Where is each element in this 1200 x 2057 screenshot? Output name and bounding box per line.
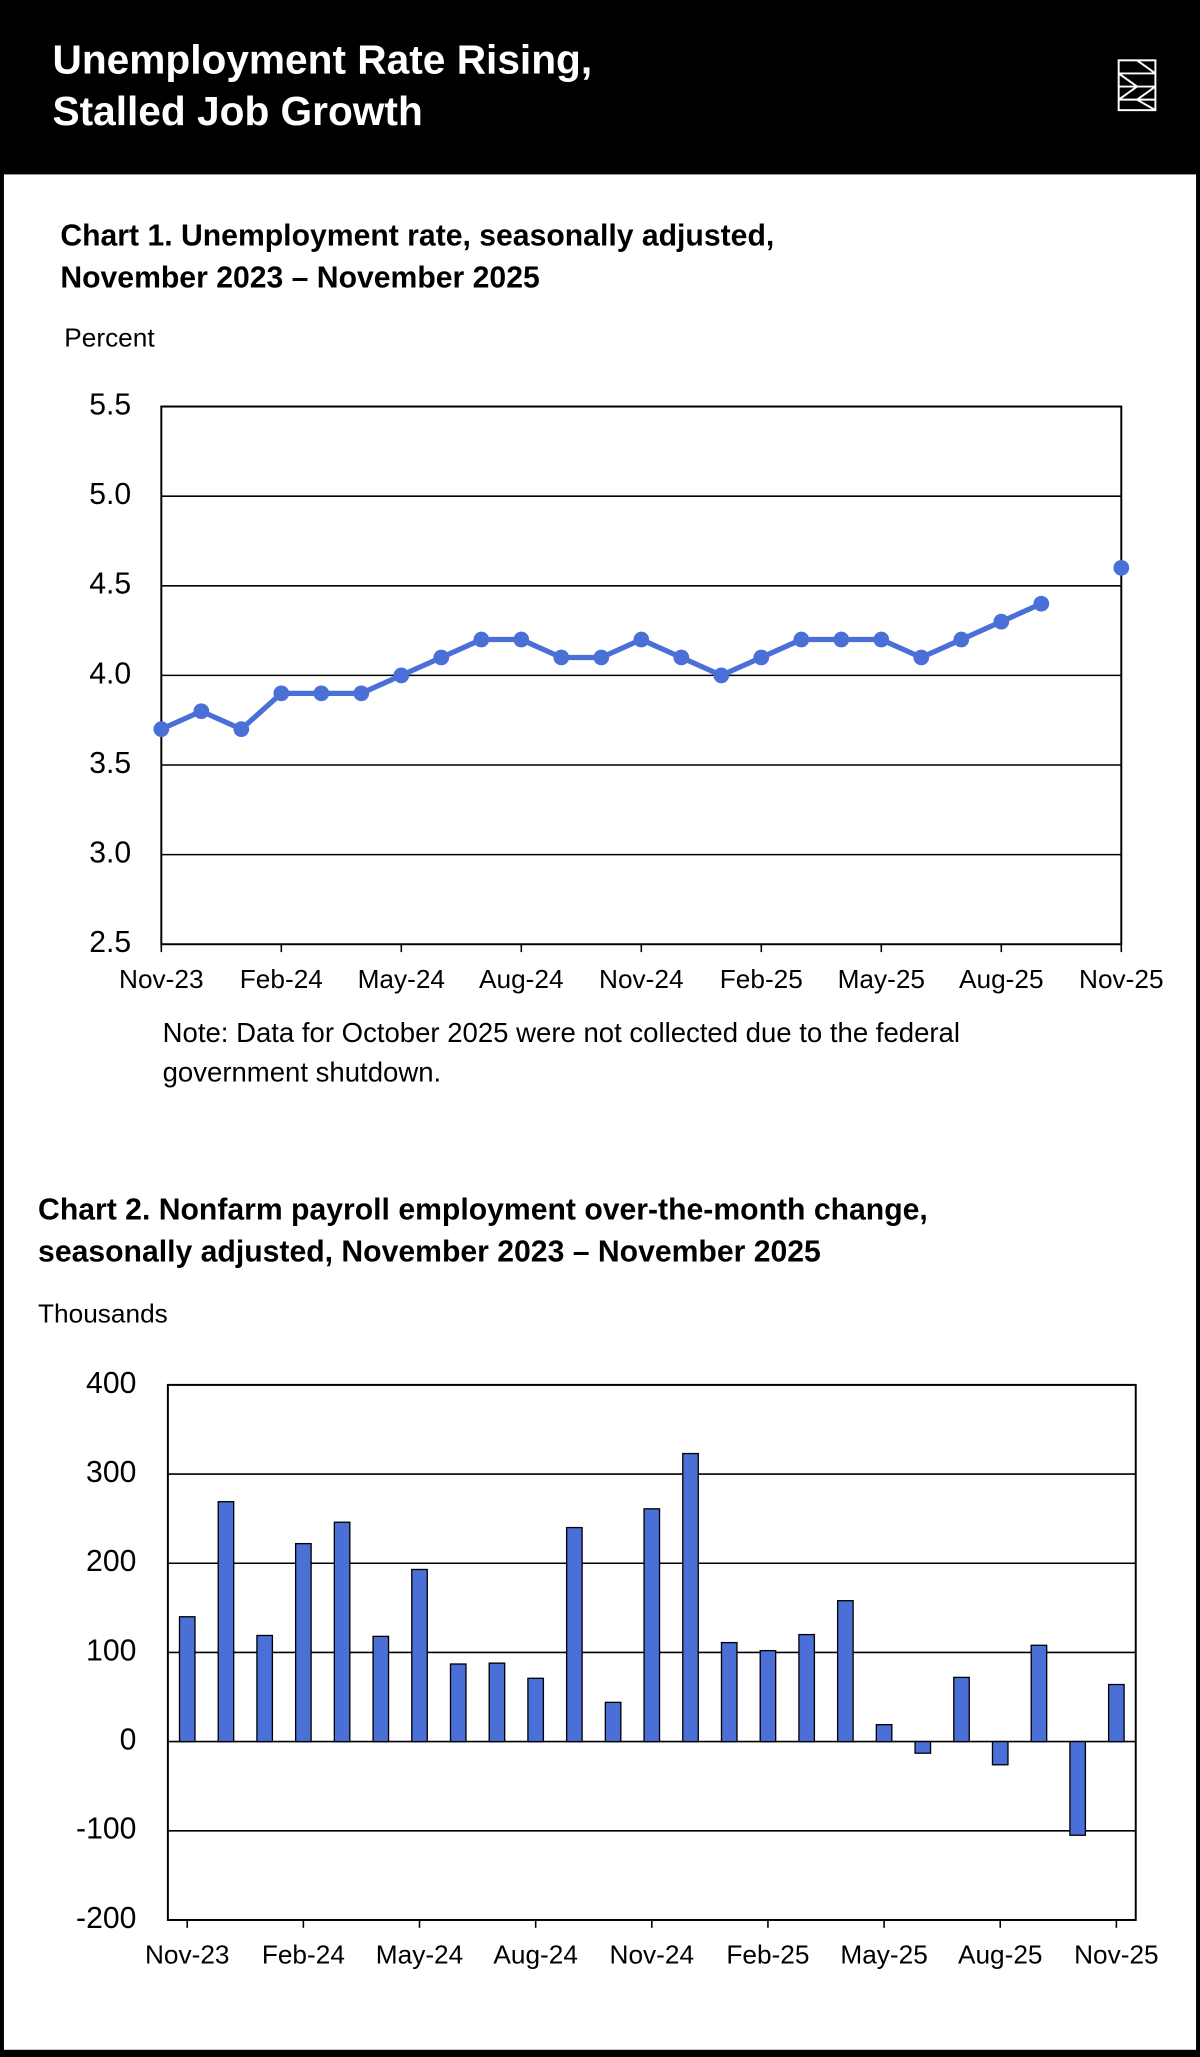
point: [473, 631, 490, 648]
point: [273, 685, 290, 702]
bar: [527, 1677, 545, 1743]
y-tick-label: -100: [76, 1813, 136, 1846]
point: [1033, 595, 1050, 612]
x-tick-label: May-25: [838, 964, 925, 994]
bar: [256, 1634, 274, 1743]
bar: [449, 1663, 467, 1743]
x-tick-label: Aug-25: [959, 964, 1044, 994]
point: [793, 631, 810, 648]
bar: [875, 1723, 893, 1743]
x-tick-label: May-25: [840, 1940, 927, 1970]
y-axis-label: Thousands: [38, 1298, 168, 1328]
point: [873, 631, 890, 648]
point: [353, 685, 370, 702]
bar: [953, 1676, 970, 1743]
point: [553, 649, 570, 666]
x-tick-label: May-24: [358, 964, 445, 994]
bar: [294, 1542, 312, 1743]
y-tick-label: 2.5: [89, 926, 131, 959]
y-tick-label: 4.0: [89, 657, 131, 690]
bar: [565, 1526, 583, 1743]
point: [233, 721, 250, 738]
chart-title: seasonally adjusted, November 2023 – Nov…: [38, 1236, 821, 1269]
y-tick-label: 100: [86, 1634, 136, 1667]
y-tick-label: 300: [86, 1456, 136, 1489]
point: [313, 685, 330, 702]
bar: [488, 1662, 506, 1743]
chart-title: Chart 2. Nonfarm payroll employment over…: [38, 1194, 928, 1227]
x-tick-label: Feb-25: [726, 1940, 809, 1970]
logo: [1117, 59, 1157, 112]
y-axis-label: Percent: [64, 323, 155, 353]
bar: [178, 1616, 196, 1743]
note: Note: Data for October 2025 were not col…: [163, 1017, 960, 1048]
bar: [914, 1740, 932, 1754]
bar: [604, 1701, 622, 1743]
y-tick-label: -200: [76, 1902, 136, 1935]
header-title: Unemployment Rate Rising,: [52, 37, 592, 83]
point: [673, 649, 690, 666]
x-tick-label: Nov-24: [599, 964, 684, 994]
bar: [798, 1633, 816, 1743]
y-tick-label: 5.0: [89, 478, 131, 511]
bar: [836, 1600, 854, 1743]
bar: [1107, 1683, 1125, 1743]
point: [713, 667, 730, 684]
point: [953, 631, 970, 648]
x-tick-label: Aug-24: [479, 964, 564, 994]
x-tick-label: Feb-24: [240, 964, 323, 994]
header-title: Stalled Job Growth: [52, 88, 422, 134]
bar: [720, 1641, 738, 1743]
point: [513, 631, 530, 648]
x-tick-label: Aug-25: [958, 1940, 1043, 1970]
point: [913, 649, 930, 666]
x-tick-label: Feb-24: [262, 1940, 345, 1970]
bar: [991, 1740, 1009, 1766]
x-tick-label: Nov-24: [610, 1940, 695, 1970]
chart-title: November 2023 – November 2025: [60, 261, 539, 294]
point: [153, 721, 170, 738]
x-tick-label: Nov-25: [1079, 964, 1164, 994]
x-tick-label: Aug-24: [493, 1940, 578, 1970]
bar: [682, 1452, 699, 1743]
bar: [411, 1568, 428, 1743]
point: [993, 613, 1010, 630]
y-tick-label: 200: [86, 1545, 136, 1578]
y-tick-label: 3.5: [89, 747, 131, 780]
x-tick-label: May-24: [376, 1940, 463, 1970]
point: [593, 649, 610, 666]
note: government shutdown.: [163, 1056, 442, 1087]
point: [433, 649, 450, 666]
bar: [372, 1635, 390, 1743]
point: [633, 631, 650, 648]
x-tick-label: Nov-25: [1074, 1940, 1159, 1970]
y-tick-label: 3.0: [89, 837, 131, 870]
point: [1113, 559, 1130, 576]
bar: [759, 1649, 777, 1743]
chart-title: Chart 1. Unemployment rate, seasonally a…: [60, 219, 774, 252]
point: [833, 631, 850, 648]
y-tick-label: 0: [120, 1724, 137, 1757]
bar: [1069, 1740, 1087, 1836]
bar: [333, 1521, 351, 1743]
point: [193, 703, 210, 720]
bar: [1030, 1644, 1048, 1743]
point: [393, 667, 410, 684]
point: [753, 649, 770, 666]
y-tick-label: 4.5: [89, 568, 131, 601]
content-area: [3, 174, 1197, 2050]
x-tick-label: Nov-23: [119, 964, 204, 994]
bar: [217, 1501, 235, 1743]
x-tick-label: Nov-23: [145, 1940, 230, 1970]
y-tick-label: 5.5: [89, 389, 131, 422]
bar: [643, 1508, 661, 1743]
x-tick-label: Feb-25: [720, 964, 803, 994]
y-tick-label: 400: [86, 1367, 136, 1400]
